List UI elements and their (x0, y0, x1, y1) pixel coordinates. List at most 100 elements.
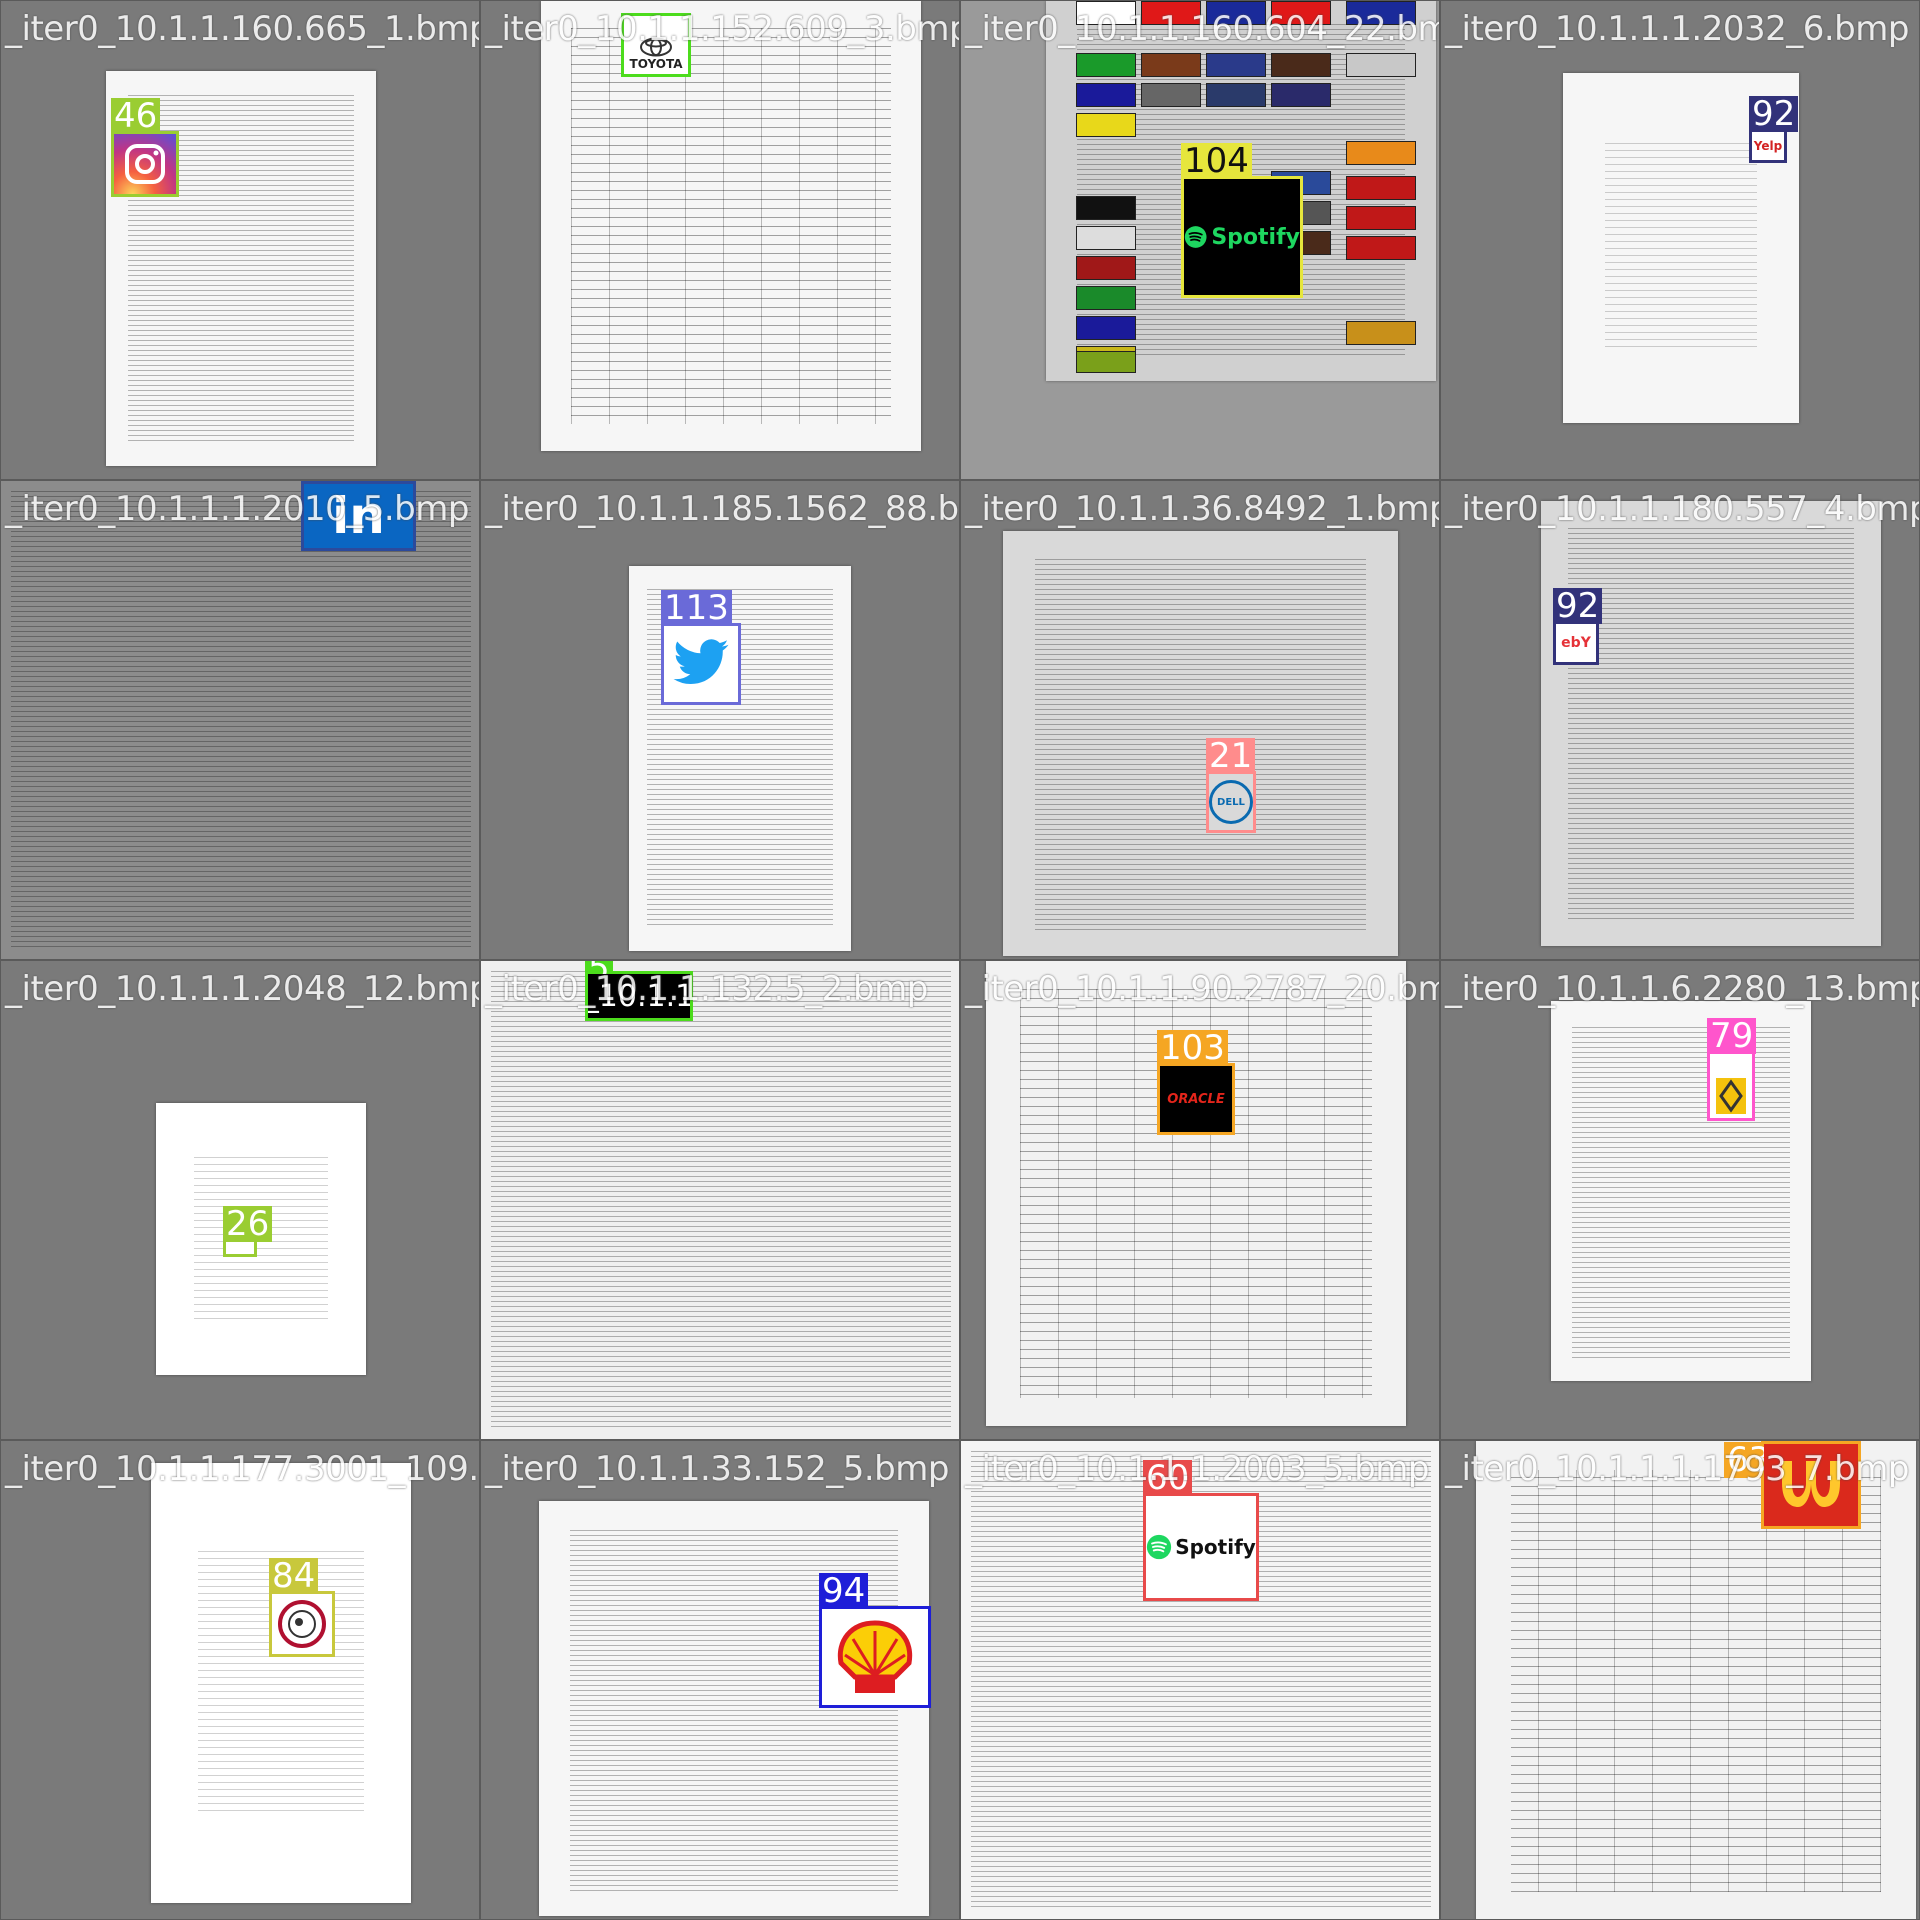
dell-logo-icon: DELL (1209, 774, 1253, 830)
twitter-bird-logo-icon (664, 626, 738, 702)
detection-box: 104 Spotify (1181, 143, 1303, 298)
color-cell (1271, 53, 1331, 77)
tile-5: _iter0_10.1.1.1.2010_5.bmp 112 in (0, 480, 480, 960)
document-page (1003, 531, 1398, 956)
detection-box: 5 _10.1.1 (585, 961, 693, 1021)
tile-title: _iter0_10.1.1.185.1562_88.bmp (485, 489, 960, 529)
detection-box: 21 DELL (1206, 738, 1256, 833)
box-label: 104 (1181, 143, 1252, 179)
box-label: 103 (1157, 1030, 1228, 1066)
logo-text: DELL (1217, 796, 1245, 808)
tile-title: _iter0_10.1.1.180.557_4.bmp (1445, 489, 1920, 529)
box-label: 79 (1707, 1018, 1757, 1054)
logo-text: ebY (1561, 635, 1591, 651)
color-cell (1206, 53, 1266, 77)
color-cell (1076, 351, 1136, 373)
document-page (481, 961, 959, 1439)
tile-9: _iter0_10.1.1.1.2048_12.bmp 26 (0, 960, 480, 1440)
box-label: 60 (1143, 1460, 1193, 1496)
instagram-logo-icon (114, 134, 176, 194)
detection-box: 79 (1707, 1018, 1757, 1121)
document-page (541, 1, 921, 451)
color-cell (1271, 1, 1331, 25)
tile-13: _iter0_10.1.1.177.3001_109.bmp 84 (0, 1440, 480, 1920)
document-page (1, 481, 479, 959)
toyota-logo-icon: TOYOTA (624, 16, 688, 74)
detection-box: 92 ebY (1553, 588, 1603, 665)
tile-4: _iter0_10.1.1.1.2032_6.bmp 92 Yelp (1440, 0, 1920, 480)
color-cell (1346, 1, 1416, 25)
detection-box: 112 in (301, 481, 416, 551)
color-cell (1076, 1, 1136, 25)
color-cell (1346, 141, 1416, 165)
detection-box: 103 ORACLE (1157, 1030, 1235, 1135)
tile-title: _iter0_10.1.1.177.3001_109.bmp (5, 1449, 479, 1489)
detection-box: 84 (269, 1558, 335, 1657)
box-label: 92 (1553, 588, 1603, 624)
tile-title: _iter0_10.1.1.1.1793_7.bmp (1445, 1449, 1909, 1489)
color-cell (1346, 321, 1416, 345)
detection-box: 45 TOYOTA (621, 13, 691, 77)
color-cell (1076, 256, 1136, 280)
detection-box: 60 Spotify (1143, 1460, 1259, 1601)
tile-title: _iter0_10.1.1.33.152_5.bmp (485, 1449, 949, 1489)
color-cell (1076, 53, 1136, 77)
detection-box: 92 Yelp (1749, 96, 1799, 163)
tile-2: _iter0_10.1.1.152.609_3.bmp 45 TOYOTA (480, 0, 960, 480)
yelp-logo-icon: Yelp (1752, 132, 1784, 160)
color-cell (1076, 286, 1136, 310)
tile-title: _iter0_10.1.1.1.2048_12.bmp (5, 969, 480, 1009)
color-cell (1076, 113, 1136, 137)
color-cell (1346, 176, 1416, 200)
tile-title: _iter0_10.1.1.90.2787_20.bmp (965, 969, 1440, 1009)
logo-text: Yelp (1753, 139, 1783, 153)
renault-logo-icon (1710, 1054, 1752, 1118)
spotify-logo-icon: Spotify (1146, 1496, 1256, 1598)
oracle-logo-icon: ORACLE (1160, 1066, 1232, 1132)
tile-title: _iter0_10.1.1.1.2032_6.bmp (1445, 9, 1909, 49)
tile-title: _iter0_10.1.1.160.665_1.bmp (5, 9, 480, 49)
tile-title: _iter0_10.1.1.152.609_3.bmp (485, 9, 960, 49)
ebay-logo-icon: ebY (1556, 624, 1596, 662)
detection-box: 63 (1724, 1441, 1861, 1529)
shell-logo-icon (822, 1609, 928, 1705)
logo-text: in (332, 487, 385, 545)
color-cell (1141, 1, 1201, 25)
color-cell (1076, 196, 1136, 220)
tile-3: _iter0_10.1.1.160.604_22.bmp 104 Spotify (960, 0, 1440, 480)
logo-text: ORACLE (1167, 1091, 1225, 1107)
detection-box: 94 (819, 1573, 931, 1708)
box-label: 113 (661, 590, 732, 626)
spotify-logo-icon: Spotify (1184, 179, 1300, 295)
tile-11: _iter0_10.1.1.90.2787_20.bmp 103 ORACLE (960, 960, 1440, 1440)
box-label: 46 (111, 98, 161, 134)
box-label: 26 (223, 1206, 273, 1242)
box-label: 92 (1749, 96, 1799, 132)
tile-16: _iter0_10.1.1.1.1793_7.bmp 63 (1440, 1440, 1920, 1920)
tile-title: _iter0_10.1.1.36.8492_1.bmp (965, 489, 1440, 529)
box-label: 21 (1206, 738, 1256, 774)
document-page (539, 1501, 929, 1916)
small-logo-icon (226, 1242, 254, 1254)
logo-text: _10.1.1 (588, 978, 690, 1014)
document-page (1541, 501, 1881, 946)
color-cell (1346, 236, 1416, 260)
tile-title: _iter0_10.1.1.1.2010_5.bmp (5, 489, 469, 529)
tile-15: _iter0_10.1.1.1.2003_5.bmp 60 Spotify (960, 1440, 1440, 1920)
color-cell (1271, 83, 1331, 107)
tile-10: _iter0_10.1.1.132.5_2.bmp 5 _10.1.1 (480, 960, 960, 1440)
logo-text: TOYOTA (629, 57, 683, 71)
tile-6: _iter0_10.1.1.185.1562_88.bmp 113 (480, 480, 960, 960)
detection-box: 46 (111, 98, 179, 197)
logo-text: Spotify (1211, 224, 1300, 250)
tile-title: _iter0_10.1.1.1.2003_5.bmp (965, 1449, 1429, 1489)
box-label: 84 (269, 1558, 319, 1594)
logo-text: Spotify (1175, 1535, 1256, 1559)
mcdonalds-logo-icon (1764, 1444, 1858, 1526)
color-cell (1141, 53, 1201, 77)
tile-title: _iter0_10.1.1.160.604_22.bmp (965, 9, 1440, 49)
document-page (1551, 1001, 1811, 1381)
tile-14: _iter0_10.1.1.33.152_5.bmp 94 (480, 1440, 960, 1920)
tile-8: _iter0_10.1.1.180.557_4.bmp 92 ebY (1440, 480, 1920, 960)
